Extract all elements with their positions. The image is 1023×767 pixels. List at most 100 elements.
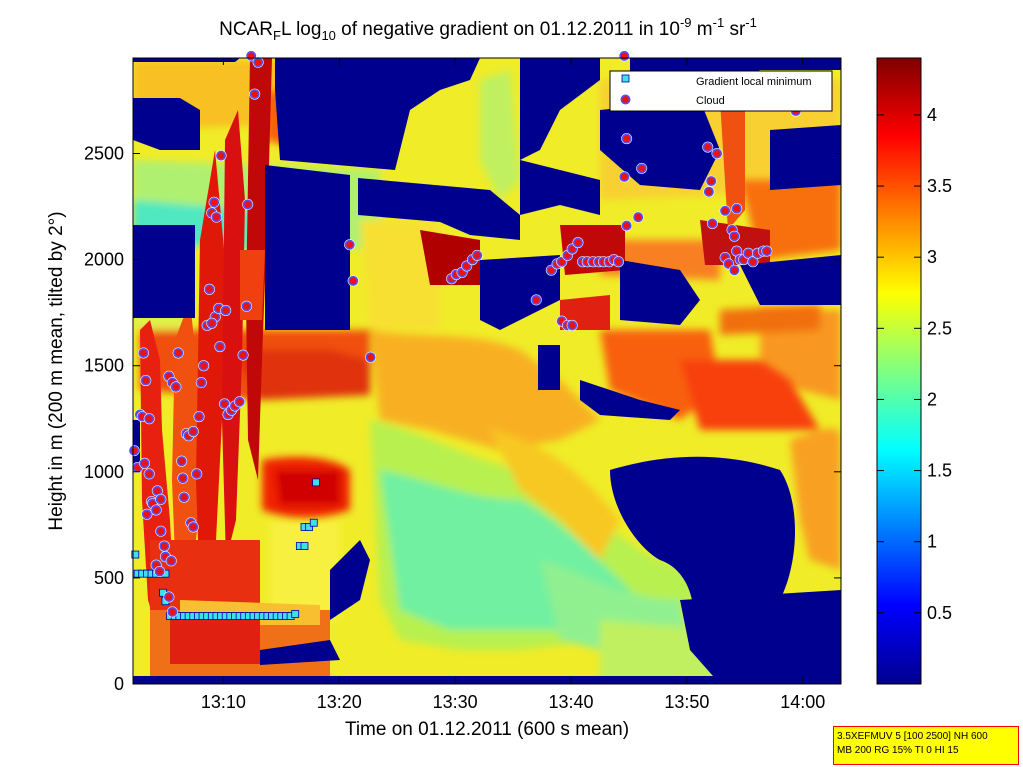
cloud-point [138,347,149,358]
cloud-point [723,258,734,269]
cloud-point [211,212,222,223]
gradient-minimum-point [312,478,320,487]
legend-marker-gradient [621,74,630,83]
cloud-point [712,148,723,159]
cloud-point [198,360,209,371]
colorbar-tick-label: 4 [927,105,937,125]
cloud-point [151,504,162,515]
x-axis: 13:10 13:20 13:30 13:40 13:50 14:00 [201,58,825,712]
info-line-2: MB 200 RG 15% TI 0 HI 15 [837,745,959,756]
y-tick-label: 1500 [84,356,124,376]
gradient-minimum-point [305,523,314,531]
cloud-point [731,246,742,257]
cloud-point [154,566,165,577]
colorbar-tick-label: 3.5 [927,176,952,196]
colorbar-tick-label: 3 [927,247,937,267]
cloud-point [194,411,205,422]
data-points [128,50,802,620]
cloud-point [204,284,215,295]
cloud-point [253,57,264,68]
chart-title: NCARFL log10 of negative gradient on 01.… [219,15,757,43]
cloud-point [170,381,181,392]
cloud-point [220,305,231,316]
cloud-point [140,375,151,386]
cloud-point [621,220,632,231]
x-axis-label: Time on 01.12.2011 (600 s mean) [345,719,629,740]
y-tick-label: 500 [94,568,124,588]
colorbar-gradient [876,57,922,685]
plot-frame [132,57,842,685]
cloud-point [636,163,647,174]
cloud-point [348,275,359,286]
cloud-point [219,398,230,409]
gradient-minimum-point [291,610,300,618]
cloud-point [241,301,252,312]
gradient-minimum-point [131,550,140,559]
x-tick-label: 13:50 [664,692,709,712]
info-box: 3.5XEFMUV 5 [100 2500] NH 600 MB 200 RG … [833,726,1019,765]
cloud-point [144,468,155,479]
cloud-point [572,237,583,248]
cloud-point [177,473,188,484]
x-tick-label: 14:00 [780,692,825,712]
cloud-point [707,218,718,229]
cloud-point [196,377,207,388]
cloud-point [167,606,178,617]
cloud-point [703,186,714,197]
cloud-point [461,260,472,271]
cloud-point [188,426,199,437]
cloud-point [152,485,163,496]
legend-entry-gradient: Gradient local minimum [696,76,812,88]
colorbar-tick-label: 0.5 [927,603,952,623]
cloud-point [729,231,740,242]
colorbar-tick-label: 2.5 [927,318,952,338]
cloud-point [706,176,717,187]
cloud-point [216,150,227,161]
cloud-point [166,555,177,566]
colorbar-tick-label: 1 [927,532,937,552]
cloud-point [344,239,355,250]
cloud-point [556,256,567,267]
legend-entry-cloud: Cloud [696,95,725,107]
x-tick-label: 13:40 [548,692,593,712]
cloud-point [173,347,184,358]
colorbar: 0.5 1 1.5 2 2.5 3 3.5 4 [876,57,952,685]
cloud-point [144,413,155,424]
cloud-point [729,265,740,276]
cloud-point [206,318,217,329]
cloud-point [613,256,624,267]
cloud-point [176,456,187,467]
y-axis: 0 500 1000 1500 2000 2500 [84,143,841,694]
cloud-point [621,133,632,144]
cloud-point [249,89,260,100]
cloud-point [702,142,713,153]
cloud-point [141,509,152,520]
gradient-minimum-point [309,518,318,527]
cloud-point [159,541,170,552]
cloud-point [633,212,644,223]
cloud-point [178,492,189,503]
x-tick-label: 13:20 [317,692,362,712]
cloud-point [619,171,630,182]
cloud-point [214,341,225,352]
heatmap-field [133,58,841,684]
cloud-point [731,203,742,214]
cloud-point [209,197,220,208]
y-tick-label: 1000 [84,462,124,482]
cloud-point [546,265,557,276]
cloud-point [567,320,578,331]
y-tick-label: 2500 [84,143,124,163]
cloud-point [619,50,630,61]
legend-marker-cloud [620,94,631,105]
cloud-point [188,521,199,532]
cloud-point [743,248,754,259]
y-axis-label: Height in m (200 m mean, tilted by 2°) [46,211,67,530]
cloud-point [567,243,578,254]
cloud-point [365,352,376,363]
y-tick-label: 0 [114,674,124,694]
cloud-point [191,468,202,479]
cloud-point [242,199,253,210]
colorbar-tick-label: 1.5 [927,461,952,481]
cloud-point [747,256,758,267]
x-tick-label: 13:10 [201,692,246,712]
